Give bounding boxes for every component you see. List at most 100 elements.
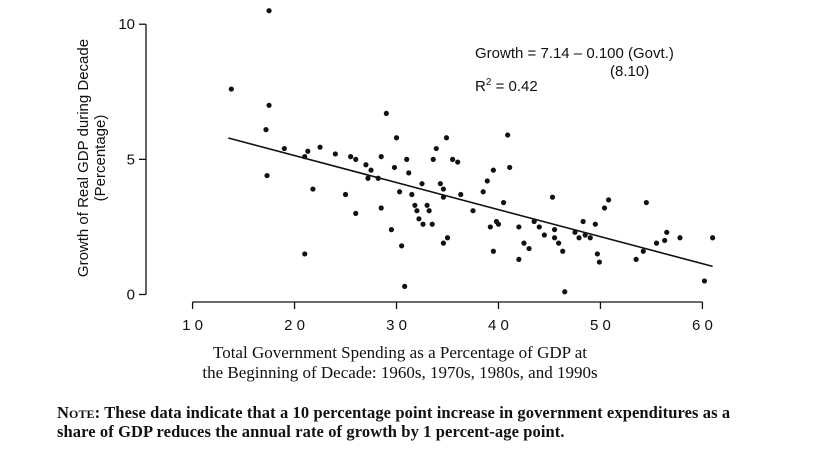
data-point: [560, 248, 566, 254]
data-point: [404, 156, 410, 162]
data-point: [363, 162, 369, 168]
note-text: These data indicate that a 10 percentage…: [57, 403, 731, 441]
data-point: [429, 221, 435, 227]
data-point: [433, 145, 439, 152]
data-point: [396, 189, 403, 195]
data-point: [449, 156, 456, 162]
y-axis-label: Growth of Real GDP during Decade (Percen…: [75, 39, 109, 277]
data-points: [228, 8, 716, 295]
y-tick-label: 0: [127, 286, 135, 303]
data-point: [378, 205, 384, 211]
data-point: [633, 256, 639, 262]
regression-equation: Growth = 7.14 – 0.100 (Govt.): [475, 45, 674, 62]
data-point: [420, 221, 426, 227]
data-point: [375, 175, 381, 181]
y-tick-label: 10: [118, 16, 135, 33]
data-point: [596, 259, 603, 265]
data-point: [484, 178, 490, 184]
data-point: [393, 135, 400, 141]
x-tick-label: 3 0: [386, 317, 407, 334]
data-point: [342, 191, 349, 198]
data-point: [458, 191, 464, 198]
data-point: [430, 156, 436, 162]
data-point: [440, 186, 447, 192]
data-point: [437, 181, 443, 187]
data-point: [551, 235, 558, 241]
data-point: [368, 167, 374, 173]
data-point: [399, 243, 405, 249]
note-label: Note:: [57, 403, 101, 422]
data-point: [582, 232, 588, 238]
x-ticks: 1 0 2 0 3 0 4 0 5 0 6 0: [182, 302, 713, 334]
data-point: [444, 235, 451, 241]
data-point: [263, 127, 269, 133]
r-squared: R2 = 0.42: [475, 77, 538, 95]
data-point: [701, 278, 708, 284]
data-point: [505, 132, 511, 138]
data-point: [455, 159, 461, 165]
data-point: [677, 235, 683, 241]
data-point: [580, 218, 586, 225]
data-point: [348, 154, 354, 160]
x-tick-label: 5 0: [590, 317, 611, 334]
data-point: [440, 240, 447, 246]
data-point: [353, 210, 359, 217]
data-point: [402, 283, 408, 289]
data-point: [526, 245, 532, 252]
data-point: [541, 232, 547, 238]
data-point: [490, 248, 496, 254]
data-point: [640, 248, 646, 254]
data-point: [305, 148, 311, 154]
regression-annotation: Growth = 7.14 – 0.100 (Govt.) (8.10) R2 …: [475, 45, 674, 95]
x-axis-label-line-1: Total Government Spending as a Percentag…: [213, 343, 587, 362]
r-squared-base: R: [475, 78, 486, 95]
data-point: [443, 135, 450, 141]
data-point: [414, 208, 420, 214]
data-point: [332, 151, 338, 157]
data-point: [710, 235, 716, 241]
y-axis-label-line-2: (Percentage): [92, 115, 109, 202]
y-tick-label: 5: [127, 151, 135, 168]
data-point: [388, 227, 395, 233]
data-point: [490, 167, 496, 173]
data-point: [592, 221, 598, 227]
data-point: [310, 186, 316, 192]
data-point: [556, 240, 562, 246]
data-point: [383, 110, 389, 117]
data-point: [409, 191, 415, 198]
data-point: [521, 240, 527, 246]
data-point: [572, 229, 578, 235]
data-point: [664, 229, 670, 235]
r-squared-value: = 0.42: [491, 78, 537, 95]
data-point: [426, 208, 432, 214]
data-point: [470, 208, 476, 214]
data-point: [365, 175, 371, 181]
x-tick-label: 6 0: [692, 317, 713, 334]
data-point: [551, 227, 558, 233]
data-point: [424, 202, 430, 208]
data-point: [643, 199, 649, 206]
data-point: [378, 154, 384, 160]
x-axis-label: Total Government Spending as a Percentag…: [202, 343, 597, 382]
data-point: [440, 194, 447, 200]
data-point: [587, 235, 593, 241]
scatter-chart: 0 5 10 1 0 2 0 3 0 4 0 5 0 6 0 Growth of Real G…: [75, 8, 716, 382]
x-tick-label: 4 0: [488, 317, 509, 334]
chart-note: Note: These data indicate that a 10 perc…: [57, 403, 757, 441]
data-point: [480, 189, 486, 195]
data-point: [487, 224, 493, 230]
data-point: [302, 154, 308, 160]
y-axis-label-line-1: Growth of Real GDP during Decade: [75, 39, 92, 277]
data-point: [495, 221, 502, 227]
y-ticks: 0 5 10: [118, 16, 146, 303]
data-point: [416, 216, 422, 222]
data-point: [353, 156, 359, 162]
data-point: [653, 240, 660, 246]
data-point: [562, 289, 568, 295]
data-point: [594, 251, 600, 257]
data-point: [516, 224, 522, 230]
data-point: [317, 144, 323, 150]
data-point: [662, 237, 668, 244]
regression-line: [228, 137, 713, 268]
data-point: [266, 102, 272, 108]
